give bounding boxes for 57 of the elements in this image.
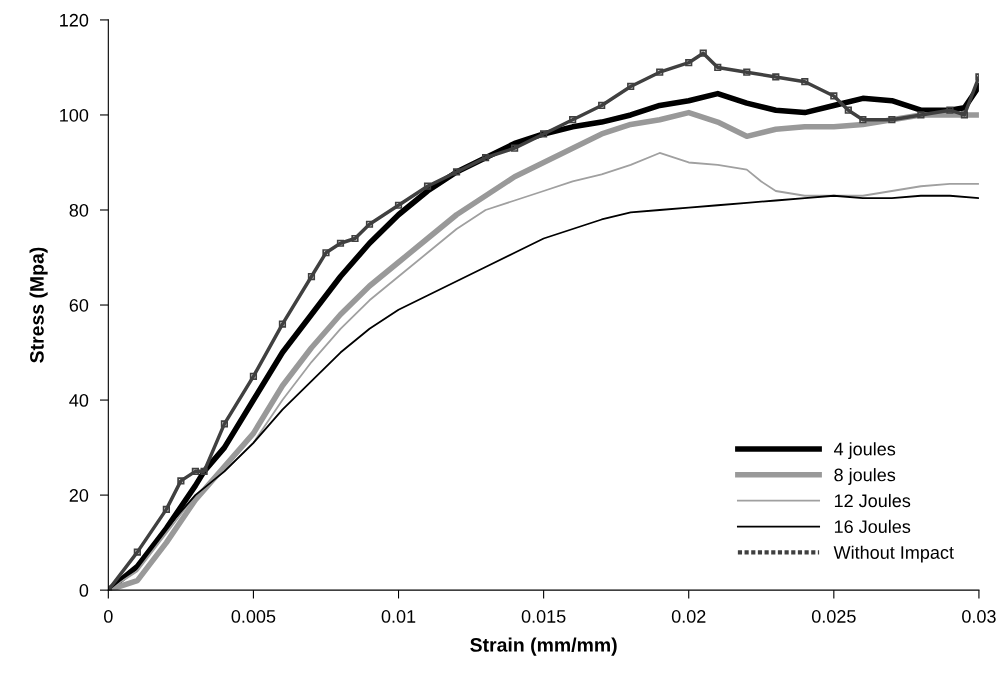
point [133,548,141,556]
x-tick-label: 0.03 [962,610,996,623]
point [249,372,258,380]
point [743,68,751,76]
point [801,78,809,86]
point [598,101,606,110]
x-tick-label: 0.015 [521,610,566,623]
point [336,239,345,247]
y-tick-label: 0 [79,584,89,597]
point [423,182,432,190]
point [365,220,374,228]
point [772,73,780,81]
y-tick-label: 60 [69,298,89,312]
y-tick-label: 80 [69,203,89,217]
legend-label: 12 Joules [834,493,911,508]
point [714,63,722,72]
point [946,106,954,114]
x-tick-label: 0 [104,610,113,623]
point [307,272,316,281]
point [540,130,548,138]
x-tick-label: 0.02 [671,610,706,623]
legend-label: 4 joules [833,442,896,460]
x-axis-title: Strain (mm/mm) [470,637,617,656]
point [177,477,185,485]
point [278,320,287,328]
point [917,111,925,119]
point [960,111,969,119]
point [200,467,208,475]
y-tick-label: 20 [69,489,89,502]
point [351,234,359,243]
point [888,116,896,124]
point [685,59,693,67]
point [830,92,838,100]
point [322,249,330,257]
point [627,82,635,91]
point [844,106,852,114]
x-tick-label: 0.01 [381,610,416,623]
point [191,467,199,475]
point [162,505,170,513]
point [569,116,577,124]
y-axis-title: Stress (Mpa) [29,247,48,363]
y-tick-label: 120 [60,13,89,27]
point [510,144,519,152]
legend-label: Without Impact [833,545,954,563]
point [394,201,403,209]
point [481,154,490,162]
y-tick-label: 100 [60,108,89,122]
point [859,116,867,124]
y-tick-label: 40 [69,394,89,407]
point [452,168,461,176]
legend-label: 16 Joules [834,519,911,534]
x-tick-label: 0.005 [231,610,276,623]
point [220,420,229,428]
point [656,68,664,76]
legend-label: 8 joules [834,468,896,485]
point [699,49,707,57]
x-tick-label: 0.025 [811,610,856,623]
